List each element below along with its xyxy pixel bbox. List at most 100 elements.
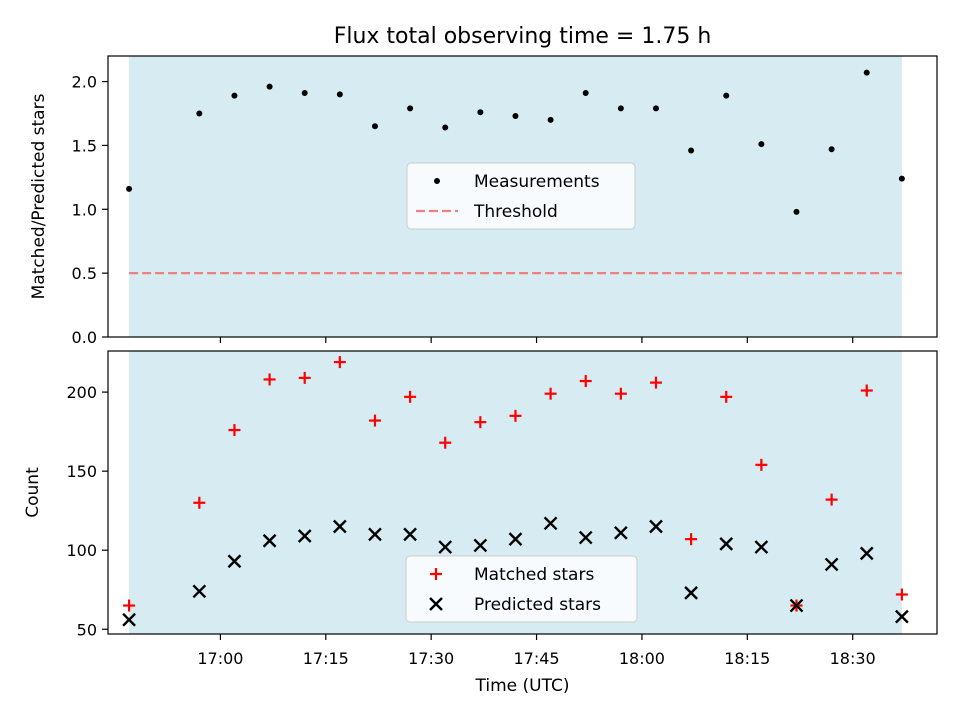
bottom-y-tick-label: 100: [66, 541, 97, 560]
measurement-point: [371, 123, 378, 130]
bottom-y-axis-label: Count: [23, 467, 43, 518]
predicted-stars-point: [473, 538, 488, 553]
predicted-stars-point: [754, 540, 769, 554]
top-y-ticks: 0.0 0.5 1.0 1.5 2.0: [72, 73, 108, 347]
legend-matched-marker: [430, 568, 442, 580]
x-axis-label: Time (UTC): [475, 676, 570, 696]
matched-stars-point: [755, 458, 768, 471]
predicted-stars-point: [262, 533, 277, 548]
matched-stars-point: [474, 416, 487, 429]
measurement-point: [723, 92, 730, 99]
predicted-stars-point: [297, 529, 312, 543]
bottom-y-tick-label: 150: [66, 462, 97, 481]
predicted-stars-point: [368, 527, 382, 542]
predicted-stars-point: [859, 546, 874, 561]
predicted-stars-point: [719, 537, 734, 551]
measurement-point: [407, 105, 414, 112]
legend-measurements-marker: [434, 178, 440, 184]
matched-stars-point: [368, 414, 381, 427]
predicted-stars-point: [192, 584, 207, 599]
bottom-y-tick-label: 50: [77, 620, 97, 639]
measurement-point: [442, 124, 449, 131]
measurement-point: [793, 208, 800, 215]
matched-stars-point: [544, 387, 557, 400]
predicted-stars-point: [614, 525, 628, 540]
matched-stars-point: [333, 356, 346, 369]
matched-stars-point: [860, 384, 873, 397]
predicted-stars-point: [403, 527, 417, 542]
bottom-axes-frame: [107, 350, 938, 635]
predicted-stars-point: [649, 519, 663, 534]
predicted-stars-point: [824, 557, 839, 572]
bottom-x-ticks: 17:00 17:15 17:30 17:45 18:00 18:15 18:30: [197, 634, 876, 668]
measurement-point: [301, 90, 308, 97]
chart-title: Flux total observing time = 1.75 h: [334, 24, 712, 49]
measurement-point: [828, 146, 835, 153]
matched-stars-point: [228, 424, 241, 437]
predicted-stars-point: [332, 519, 347, 534]
measurement-point: [617, 105, 624, 112]
top-y-tick-label: 1.0: [72, 200, 97, 219]
top-legend-box: [406, 162, 636, 230]
matched-stars-point: [263, 373, 276, 386]
bottom-legend-box: [405, 555, 638, 623]
measurement-point: [477, 109, 484, 116]
x-tick-label: 17:00: [197, 649, 243, 668]
predicted-stars-point: [543, 516, 558, 531]
x-tick-label: 17:45: [513, 649, 559, 668]
x-tick-label: 17:30: [408, 649, 454, 668]
measurement-point: [863, 69, 870, 76]
matched-stars-point: [193, 496, 206, 509]
matched-stars-point: [579, 375, 592, 388]
legend-predicted-marker: [429, 597, 443, 611]
predicted-stars-point: [508, 532, 523, 546]
predicted-stars-point: [122, 612, 136, 627]
matched-stars-point: [685, 533, 698, 546]
top-legend: Measurements Threshold: [406, 162, 636, 230]
matched-stars-point: [720, 390, 733, 403]
bottom-y-tick-label: 200: [66, 383, 97, 402]
legend-matched-label: Matched stars: [474, 565, 594, 585]
predicted-stars-point: [227, 554, 242, 569]
measurement-point: [266, 83, 273, 90]
measurement-point: [231, 92, 238, 99]
top-y-tick-label: 2.0: [72, 73, 97, 92]
top-y-tick-label: 1.5: [72, 136, 97, 155]
bottom-panel: 50 100 150 200 17:00 17:15 17:30 17:45 18:00 18:…: [23, 350, 938, 696]
predicted-stars-point: [578, 530, 593, 545]
x-tick-label: 18:15: [724, 649, 770, 668]
matched-stars-point: [404, 390, 417, 403]
predicted-stars-point: [684, 586, 698, 600]
measurement-point: [582, 90, 589, 97]
predicted-stars-point: [895, 609, 909, 624]
measurement-point: [688, 147, 695, 154]
matched-stars-point: [439, 436, 452, 449]
top-x-ticks: [219, 337, 854, 343]
x-tick-label: 18:00: [619, 649, 665, 668]
predicted-stars-point: [438, 540, 453, 554]
matched-stars-point: [298, 371, 311, 384]
top-y-tick-label: 0.0: [72, 328, 97, 347]
x-tick-label: 17:15: [303, 649, 349, 668]
measurement-point: [758, 141, 765, 148]
top-panel: 0.0 0.5 1.0 1.5 2.0 Flux total observing tim…: [29, 24, 938, 347]
measurement-point: [126, 185, 133, 192]
matched-stars-point: [825, 493, 838, 506]
top-y-axis-label: Matched/Predicted stars: [29, 93, 49, 299]
matched-stars-point: [123, 599, 136, 612]
measurements-points: [126, 69, 905, 215]
measurement-point: [512, 113, 519, 120]
matched-stars-point: [614, 387, 627, 400]
matched-stars-point: [649, 376, 662, 389]
measurement-point: [547, 116, 554, 123]
x-tick-label: 18:30: [830, 649, 876, 668]
top-y-tick-label: 0.5: [72, 264, 97, 283]
measurement-point: [652, 105, 659, 112]
legend-threshold-label: Threshold: [473, 202, 558, 222]
measurement-point: [898, 175, 905, 182]
bottom-y-ticks: 50 100 150 200: [66, 383, 108, 639]
bottom-legend: Matched stars Predicted stars: [405, 555, 638, 623]
matched-stars-point: [895, 588, 908, 601]
star-count-points: [122, 356, 909, 627]
